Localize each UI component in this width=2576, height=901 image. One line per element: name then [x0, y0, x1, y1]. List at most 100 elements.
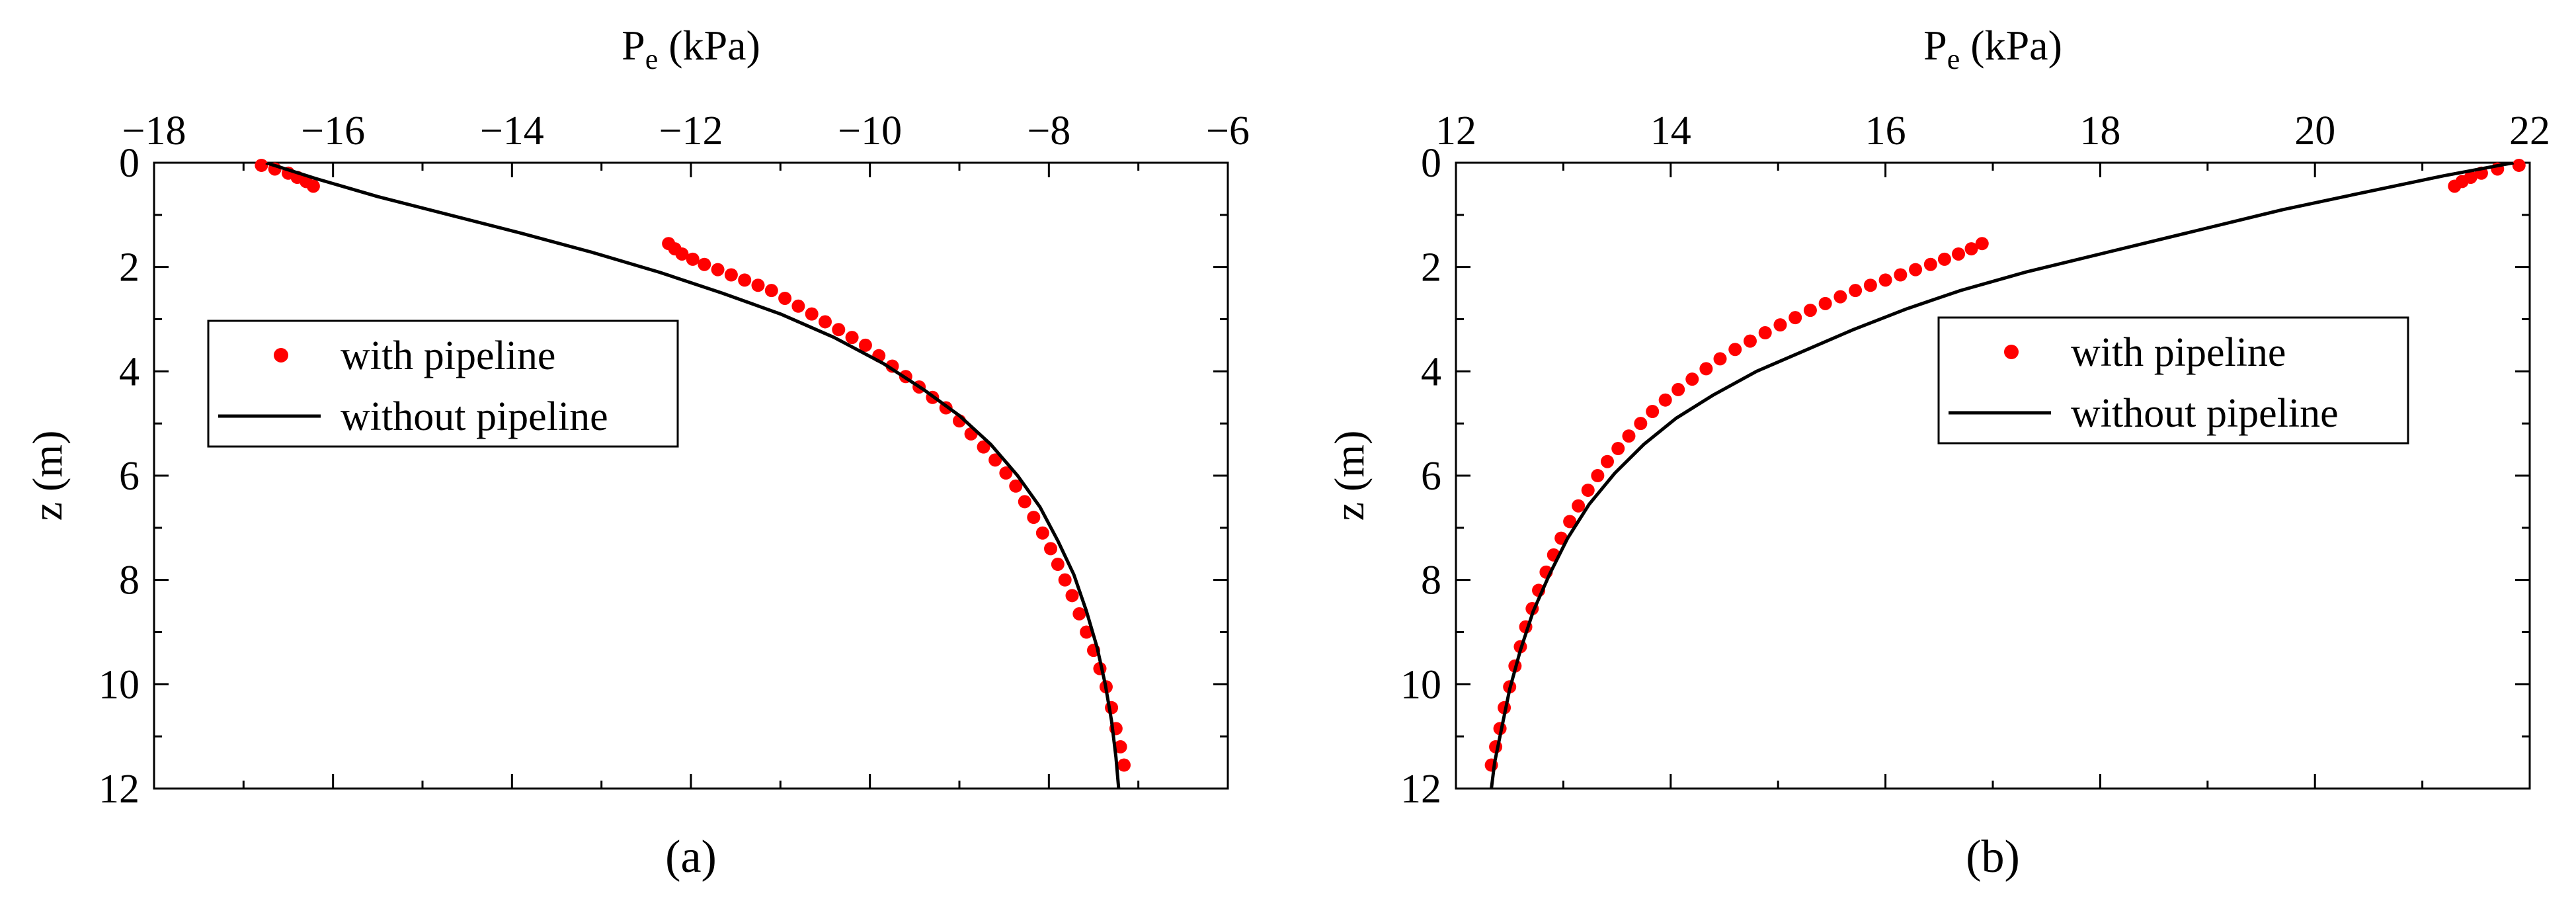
- data-point-with-pipeline: [1563, 515, 1577, 529]
- y-tick-label-a: 2: [119, 245, 140, 290]
- data-point-with-pipeline: [885, 359, 899, 373]
- y-tick-label-a: 0: [119, 141, 140, 186]
- y-tick-label-b: 4: [1421, 349, 1441, 394]
- x-tick-label-a: −10: [838, 108, 902, 153]
- y-axis-title-a: z (m): [24, 431, 71, 521]
- y-tick-label-a: 10: [99, 662, 140, 707]
- series-line-without-pipeline-b: [1490, 163, 2515, 789]
- series-markers-with-pipeline-b: [1484, 158, 2526, 772]
- legend-label-b: without pipeline: [2071, 391, 2339, 436]
- plot-frame-b: [1455, 161, 2531, 790]
- panel-label-a: (a): [665, 832, 717, 882]
- data-point-with-pipeline: [711, 263, 725, 277]
- data-point-with-pipeline: [751, 279, 765, 292]
- data-point-with-pipeline: [1027, 511, 1041, 525]
- series-line-without-pipeline-a: [265, 163, 1121, 789]
- data-point-with-pipeline: [1894, 268, 1908, 282]
- x-tick-label-a: −6: [1206, 108, 1250, 153]
- data-point-with-pipeline: [977, 440, 990, 454]
- data-point-with-pipeline: [1600, 454, 1614, 468]
- y-tick-label-a: 4: [119, 349, 140, 394]
- data-point-with-pipeline: [805, 307, 819, 321]
- x-tick-label-a: −16: [301, 108, 365, 153]
- data-point-with-pipeline: [1789, 311, 1802, 325]
- x-tick-label-b: 16: [1865, 108, 1906, 153]
- data-point-with-pipeline: [1964, 242, 1978, 256]
- data-point-with-pipeline: [1909, 263, 1923, 277]
- data-point-with-pipeline: [1952, 247, 1966, 261]
- x-axis-title-b: Pe (kPa): [1923, 22, 2062, 75]
- x-tick-label-a: −12: [659, 108, 723, 153]
- data-point-with-pipeline: [255, 158, 268, 172]
- data-point-with-pipeline: [1658, 393, 1672, 407]
- x-tick-label-a: −14: [480, 108, 544, 153]
- data-point-with-pipeline: [832, 323, 846, 337]
- data-point-with-pipeline: [1849, 284, 1863, 298]
- data-point-with-pipeline: [1671, 382, 1685, 396]
- y-axis-title-b: z (m): [1326, 431, 1373, 521]
- data-point-with-pipeline: [738, 273, 752, 287]
- y-tick-label-a: 12: [99, 767, 140, 812]
- x-axis-title-subscript: e: [645, 43, 659, 75]
- data-point-with-pipeline: [1743, 334, 1757, 348]
- data-point-with-pipeline: [1080, 625, 1094, 639]
- chart-panel-b: 12 14 16 18 20 22 0 2 4 6 8 10 12 Pe (kPa) z (m) (b) wit…: [1326, 22, 2550, 882]
- x-tick-label-a: −18: [122, 108, 186, 153]
- data-point-with-pipeline: [1923, 257, 1937, 271]
- x-tick-label-b: 20: [2294, 108, 2335, 153]
- data-point-with-pipeline: [1113, 740, 1127, 753]
- legend-label-a: without pipeline: [341, 394, 608, 439]
- x-tick-label-b: 14: [1650, 108, 1691, 153]
- panel-label-b: (b): [1966, 832, 2020, 882]
- data-point-with-pipeline: [1728, 343, 1742, 357]
- data-point-with-pipeline: [1646, 405, 1660, 419]
- legend-box-a: [207, 320, 679, 448]
- data-point-with-pipeline: [1833, 290, 1847, 304]
- data-point-with-pipeline: [1878, 273, 1892, 287]
- data-point-with-pipeline: [1072, 607, 1086, 621]
- data-point-with-pipeline: [686, 252, 700, 266]
- x-tick-label-a: −8: [1027, 108, 1070, 153]
- data-point-with-pipeline: [1018, 495, 1031, 509]
- data-point-with-pipeline: [778, 291, 792, 305]
- chart-panel-a: −18 −16 −14 −12 −10 −8 −6 0 2 4 6 8 10 12 Pe (kPa) z (m…: [24, 22, 1250, 882]
- data-point-with-pipeline: [1035, 526, 1049, 540]
- data-point-with-pipeline: [1634, 417, 1648, 431]
- x-tick-label-b: 12: [1435, 108, 1476, 153]
- data-point-with-pipeline: [1685, 372, 1699, 386]
- data-point-with-pipeline: [2512, 158, 2526, 172]
- data-point-with-pipeline: [1758, 325, 1772, 339]
- data-point-with-pipeline: [819, 315, 832, 329]
- y-tick-label-b: 6: [1421, 454, 1441, 499]
- y-tick-label-b: 10: [1400, 662, 1441, 707]
- x-axis-title-main: P: [622, 22, 645, 69]
- data-point-with-pipeline: [1975, 237, 1989, 251]
- data-point-with-pipeline: [1581, 484, 1595, 497]
- x-axis-title-unit: (kPa): [658, 22, 760, 69]
- data-point-with-pipeline: [1044, 542, 1058, 556]
- legend-marker-swatch-a: [274, 348, 288, 363]
- data-point-with-pipeline: [1117, 758, 1131, 772]
- x-axis-title-main: P: [1923, 22, 1947, 69]
- data-point-with-pipeline: [698, 257, 711, 271]
- data-point-with-pipeline: [1051, 558, 1065, 572]
- data-point-with-pipeline: [675, 247, 689, 261]
- data-point-with-pipeline: [306, 179, 320, 193]
- x-axis-title-unit: (kPa): [1960, 22, 2062, 69]
- y-tick-label-a: 8: [119, 558, 140, 603]
- data-point-with-pipeline: [1863, 279, 1877, 292]
- data-point-with-pipeline: [845, 331, 859, 345]
- data-point-with-pipeline: [1773, 318, 1787, 332]
- data-point-with-pipeline: [999, 466, 1013, 480]
- y-tick-label-b: 8: [1421, 558, 1441, 603]
- data-point-with-pipeline: [1591, 469, 1605, 482]
- data-point-with-pipeline: [1803, 304, 1817, 318]
- legend-marker-swatch-b: [2004, 345, 2019, 359]
- data-point-with-pipeline: [1009, 479, 1023, 493]
- data-point-with-pipeline: [988, 453, 1002, 467]
- y-tick-label-b: 2: [1421, 245, 1441, 290]
- y-tick-label-b: 0: [1421, 141, 1441, 186]
- data-point-with-pipeline: [1713, 352, 1727, 366]
- data-point-with-pipeline: [1611, 442, 1625, 456]
- y-tick-label-b: 12: [1400, 767, 1441, 812]
